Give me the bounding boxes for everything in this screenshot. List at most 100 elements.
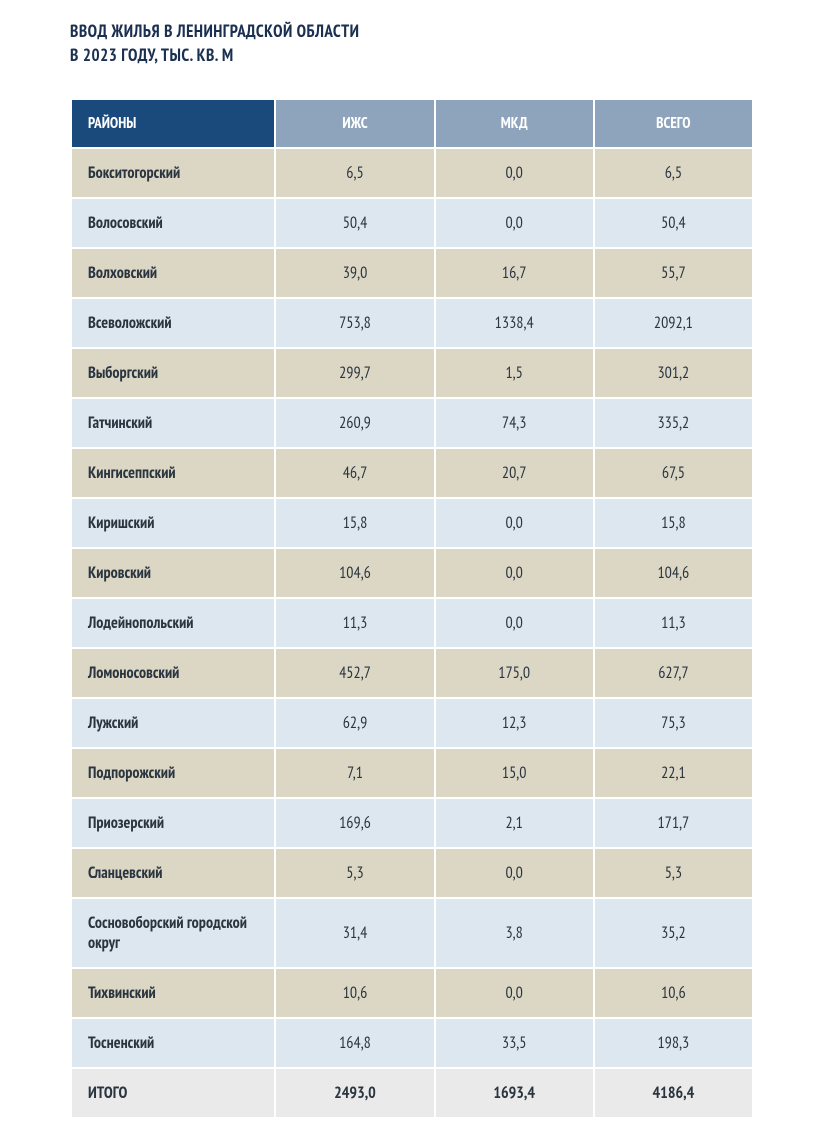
- value-cell: 0,0: [436, 599, 593, 647]
- value-cell: 5,3: [276, 849, 433, 897]
- value-cell: 15,8: [276, 499, 433, 547]
- table-row: Киришский15,80,015,8: [72, 499, 752, 547]
- table-row: Волховский39,016,755,7: [72, 249, 752, 297]
- value-cell: 627,7: [595, 649, 752, 697]
- value-cell: 452,7: [276, 649, 433, 697]
- district-name: Волосовский: [72, 199, 274, 247]
- value-cell: 169,6: [276, 799, 433, 847]
- value-cell: 0,0: [436, 499, 593, 547]
- value-cell: 62,9: [276, 699, 433, 747]
- value-cell: 260,9: [276, 399, 433, 447]
- table-footer: ИТОГО2493,01693,44186,4: [72, 1069, 752, 1117]
- value-cell: 12,3: [436, 699, 593, 747]
- value-cell: 11,3: [276, 599, 433, 647]
- value-cell: 74,3: [436, 399, 593, 447]
- district-name: Гатчинский: [72, 399, 274, 447]
- value-cell: 171,7: [595, 799, 752, 847]
- value-cell: 35,2: [595, 899, 752, 967]
- value-cell: 0,0: [436, 849, 593, 897]
- district-name: Подпорожский: [72, 749, 274, 797]
- housing-table: РАЙОНЫИЖСМКДВСЕГО Бокситогорский6,50,06,…: [70, 98, 754, 1119]
- value-cell: 175,0: [436, 649, 593, 697]
- district-name: Тихвинский: [72, 969, 274, 1017]
- table-row: Тосненский164,833,5198,3: [72, 1019, 752, 1067]
- value-cell: 2092,1: [595, 299, 752, 347]
- value-cell: 67,5: [595, 449, 752, 497]
- value-cell: 22,1: [595, 749, 752, 797]
- value-cell: 75,3: [595, 699, 752, 747]
- value-cell: 164,8: [276, 1019, 433, 1067]
- value-cell: 1338,4: [436, 299, 593, 347]
- value-cell: 50,4: [276, 199, 433, 247]
- footer-value: 4186,4: [595, 1069, 752, 1117]
- value-cell: 7,1: [276, 749, 433, 797]
- value-cell: 2,1: [436, 799, 593, 847]
- column-header: ИЖС: [276, 100, 433, 147]
- footer-value: 1693,4: [436, 1069, 593, 1117]
- table-row: Тихвинский10,60,010,6: [72, 969, 752, 1017]
- district-name: Кингисеппский: [72, 449, 274, 497]
- district-name: Тосненский: [72, 1019, 274, 1067]
- title-line-1: ВВОД ЖИЛЬЯ В ЛЕНИНГРАДСКОЙ ОБЛАСТИ: [70, 20, 359, 42]
- value-cell: 5,3: [595, 849, 752, 897]
- table-row: Кировский104,60,0104,6: [72, 549, 752, 597]
- value-cell: 301,2: [595, 349, 752, 397]
- value-cell: 3,8: [436, 899, 593, 967]
- footer-label: ИТОГО: [72, 1069, 274, 1117]
- value-cell: 753,8: [276, 299, 433, 347]
- column-header: ВСЕГО: [595, 100, 752, 147]
- table-row: Ломоносовский452,7175,0627,7: [72, 649, 752, 697]
- value-cell: 6,5: [595, 149, 752, 197]
- district-name: Бокситогорский: [72, 149, 274, 197]
- value-cell: 33,5: [436, 1019, 593, 1067]
- table-row: Лужский62,912,375,3: [72, 699, 752, 747]
- value-cell: 20,7: [436, 449, 593, 497]
- value-cell: 31,4: [276, 899, 433, 967]
- district-name: Лужский: [72, 699, 274, 747]
- table-row: Гатчинский260,974,3335,2: [72, 399, 752, 447]
- value-cell: 6,5: [276, 149, 433, 197]
- table-row: Всеволожский753,81338,42092,1: [72, 299, 752, 347]
- district-name: Сосновоборский городской округ: [72, 899, 274, 967]
- value-cell: 104,6: [595, 549, 752, 597]
- district-name: Киришский: [72, 499, 274, 547]
- footer-value: 2493,0: [276, 1069, 433, 1117]
- value-cell: 335,2: [595, 399, 752, 447]
- value-cell: 10,6: [595, 969, 752, 1017]
- district-name: Лодейнопольский: [72, 599, 274, 647]
- value-cell: 39,0: [276, 249, 433, 297]
- value-cell: 15,8: [595, 499, 752, 547]
- district-name: Всеволожский: [72, 299, 274, 347]
- value-cell: 299,7: [276, 349, 433, 397]
- district-name: Приозерский: [72, 799, 274, 847]
- value-cell: 1,5: [436, 349, 593, 397]
- value-cell: 16,7: [436, 249, 593, 297]
- table-header: РАЙОНЫИЖСМКДВСЕГО: [72, 100, 752, 147]
- district-name: Сланцевский: [72, 849, 274, 897]
- table-row: Выборгский299,71,5301,2: [72, 349, 752, 397]
- column-header: РАЙОНЫ: [72, 100, 274, 147]
- value-cell: 46,7: [276, 449, 433, 497]
- value-cell: 0,0: [436, 549, 593, 597]
- value-cell: 55,7: [595, 249, 752, 297]
- column-header: МКД: [436, 100, 593, 147]
- table-body: Бокситогорский6,50,06,5Волосовский50,40,…: [72, 149, 752, 1067]
- table-row: Лодейнопольский11,30,011,3: [72, 599, 752, 647]
- value-cell: 0,0: [436, 199, 593, 247]
- table-row: Подпорожский7,115,022,1: [72, 749, 752, 797]
- page-title: ВВОД ЖИЛЬЯ В ЛЕНИНГРАДСКОЙ ОБЛАСТИ В 202…: [70, 20, 754, 68]
- table-row: Сосновоборский городской округ31,43,835,…: [72, 899, 752, 967]
- value-cell: 198,3: [595, 1019, 752, 1067]
- value-cell: 11,3: [595, 599, 752, 647]
- table-row: Волосовский50,40,050,4: [72, 199, 752, 247]
- table-row: Приозерский169,62,1171,7: [72, 799, 752, 847]
- value-cell: 104,6: [276, 549, 433, 597]
- district-name: Кировский: [72, 549, 274, 597]
- value-cell: 0,0: [436, 969, 593, 1017]
- value-cell: 10,6: [276, 969, 433, 1017]
- district-name: Ломоносовский: [72, 649, 274, 697]
- value-cell: 15,0: [436, 749, 593, 797]
- value-cell: 50,4: [595, 199, 752, 247]
- district-name: Выборгский: [72, 349, 274, 397]
- table-row: Кингисеппский46,720,767,5: [72, 449, 752, 497]
